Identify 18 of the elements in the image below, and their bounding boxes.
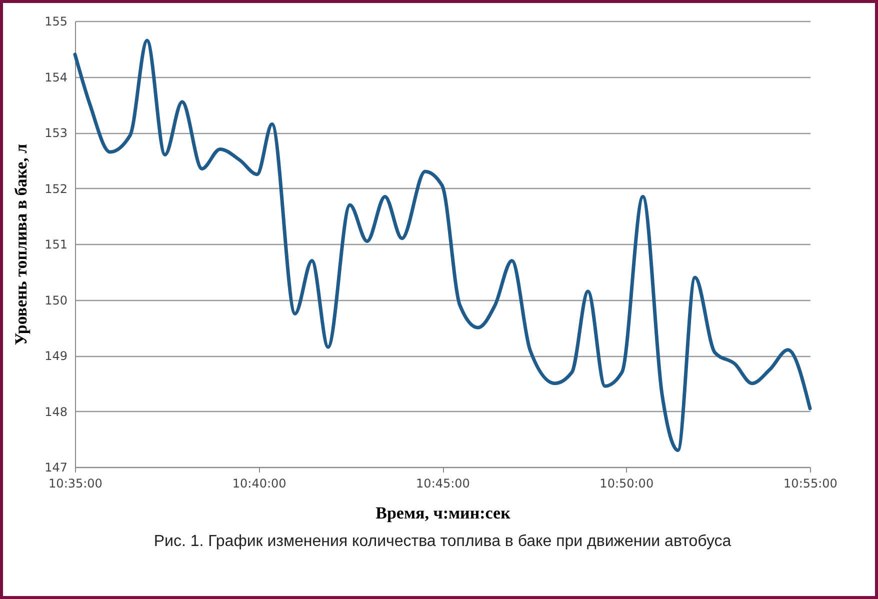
- y-tick-label: 151: [44, 238, 68, 252]
- x-tick-label: 10:45:00: [416, 476, 470, 490]
- x-tick-label: 10:50:00: [600, 476, 654, 490]
- x-tick-label: 10:40:00: [232, 476, 286, 490]
- x-tick-label: 10:35:00: [48, 476, 102, 490]
- text: Рис. 1. График изменения количества топлива в баке при движении автобуса: [154, 533, 732, 550]
- y-axis-title: Уровень топлива в баке, л: [12, 143, 31, 346]
- y-tick-label: 152: [44, 182, 68, 196]
- y-tick-label: 155: [44, 14, 68, 28]
- y-tick-label: 149: [44, 349, 68, 363]
- y-tick-label: 153: [44, 126, 68, 140]
- y-tick-label: 148: [44, 404, 68, 419]
- x-tick-label: 10:55:00: [784, 476, 838, 490]
- x-axis-title: Время, ч:мин:сек: [376, 504, 511, 522]
- y-tick-label: 147: [44, 460, 68, 474]
- y-tick-label: 150: [44, 293, 68, 308]
- y-tick-label: 154: [44, 70, 68, 84]
- line-series: [73, 38, 812, 452]
